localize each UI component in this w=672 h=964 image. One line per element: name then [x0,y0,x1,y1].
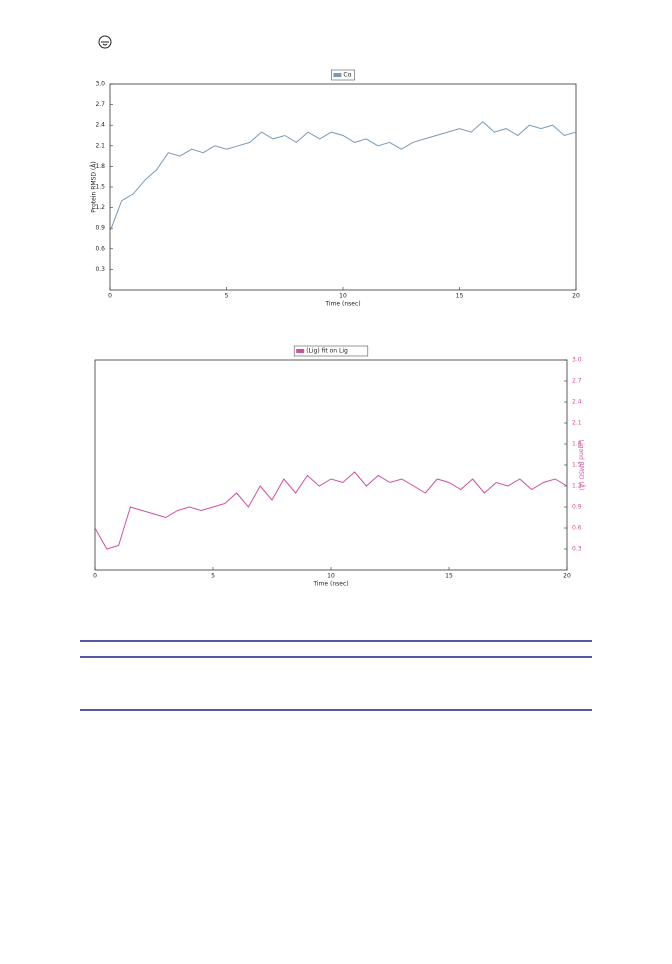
y-tick-label: 1.8 [572,441,582,448]
y-tick-label: 0.3 [572,546,582,553]
y-axis-label: Protein RMSD (Å) [91,161,98,212]
y-tick-label: 2.7 [95,101,105,108]
y-tick-label: 2.1 [572,420,582,427]
x-tick-label: 15 [445,573,453,580]
x-tick-label: 5 [225,293,229,300]
legend-label: (Lig) fit on Lig [306,348,348,355]
legend-box [293,345,369,357]
icon-glyph [101,41,109,46]
y-tick-label: 2.4 [95,122,105,129]
y-tick-label: 3.0 [95,81,105,88]
y-tick-label: 0.6 [95,245,105,252]
y-tick-label: 2.4 [572,399,582,406]
x-axis-label: Time (nsec) [312,581,348,588]
y-tick-label: 0.9 [95,225,105,232]
y-tick-label: 1.5 [572,462,582,469]
y-tick-label: 2.1 [95,142,105,149]
x-tick-label: 20 [572,293,580,300]
y-tick-label: 1.8 [95,163,105,170]
series-line [109,121,577,232]
x-tick-label: 0 [108,293,112,300]
series-line [94,471,568,550]
y-tick-label: 0.9 [572,504,582,511]
y-axis-label: Ligand RMSD (Å) [578,440,585,490]
y-tick-label: 0.6 [572,525,582,532]
y-tick-label: 3.0 [572,357,582,364]
plot-area [94,359,568,571]
y-tick-label: 0.3 [95,266,105,273]
legend-label: Cα [343,72,351,79]
x-tick-label: 5 [211,573,215,580]
x-tick-label: 0 [93,573,97,580]
x-tick-label: 10 [327,573,335,580]
legend-swatch [333,73,342,77]
icon [98,35,112,49]
y-tick-label: 1.2 [95,204,105,211]
legend-swatch [296,349,305,353]
plot-area [109,83,577,291]
y-tick-label: 1.5 [95,184,105,191]
x-tick-label: 10 [339,293,347,300]
x-tick-label: 20 [563,573,571,580]
x-tick-label: 15 [456,293,464,300]
y-tick-label: 2.7 [572,378,582,385]
y-tick-label: 1.2 [572,483,582,490]
x-axis-label: Time (nsec) [324,301,360,308]
legend-box [331,69,355,81]
